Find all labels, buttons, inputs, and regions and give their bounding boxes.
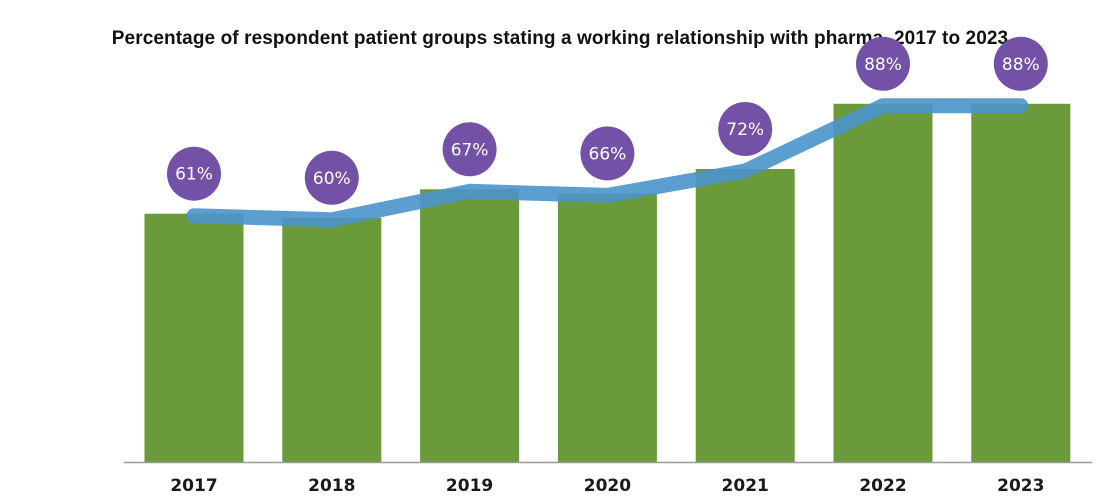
bars-layer [144, 103, 1071, 463]
data-label-bubble [167, 146, 221, 201]
data-label-text: 88% [864, 55, 902, 75]
data-label-bubble [304, 150, 359, 205]
data-label-2020: 66% [580, 126, 635, 181]
data-label-bubble [993, 36, 1048, 91]
x-axis-tick-labels: 2017 2018 2019 2020 2021 2022 2023 [170, 476, 1044, 496]
data-label-text: 72% [726, 120, 764, 140]
bar-2020 [557, 193, 657, 462]
trend-line-layer [186, 98, 1029, 228]
data-label-2017: 61% [167, 146, 221, 201]
data-label-2019: 67% [442, 122, 497, 177]
data-label-layer: 61% 60% 67% 66% 72% 88% 88% [167, 36, 1048, 205]
data-label-bubble [442, 122, 497, 177]
x-tick-label: 2017 [170, 476, 217, 496]
data-label-2022: 88% [856, 36, 910, 91]
bar-2021 [695, 169, 795, 462]
x-tick-label: 2023 [997, 476, 1044, 496]
data-label-text: 61% [175, 165, 213, 185]
x-tick-label: 2018 [308, 476, 355, 496]
data-label-2023: 88% [993, 36, 1048, 91]
x-tick-label: 2019 [446, 476, 493, 496]
data-label-text: 67% [451, 140, 489, 160]
trend-line [186, 98, 1029, 228]
data-label-text: 88% [1002, 55, 1040, 75]
x-tick-label: 2022 [859, 476, 906, 496]
bar-2018 [282, 217, 382, 462]
data-label-bubble [856, 36, 910, 91]
data-label-text: 60% [313, 169, 351, 189]
chart-title: Percentage of respondent patient groups … [111, 28, 1009, 49]
data-label-text: 66% [589, 144, 627, 164]
bar-2019 [420, 189, 520, 463]
x-tick-label: 2021 [722, 476, 769, 496]
data-label-bubble [718, 102, 773, 156]
bar-2023 [971, 103, 1071, 463]
data-label-2018: 60% [304, 150, 359, 205]
x-tick-label: 2020 [584, 476, 631, 496]
data-label-bubble [580, 126, 635, 181]
bar-2017 [144, 213, 244, 462]
bar-2022 [833, 103, 933, 463]
data-label-2021: 72% [718, 102, 773, 156]
